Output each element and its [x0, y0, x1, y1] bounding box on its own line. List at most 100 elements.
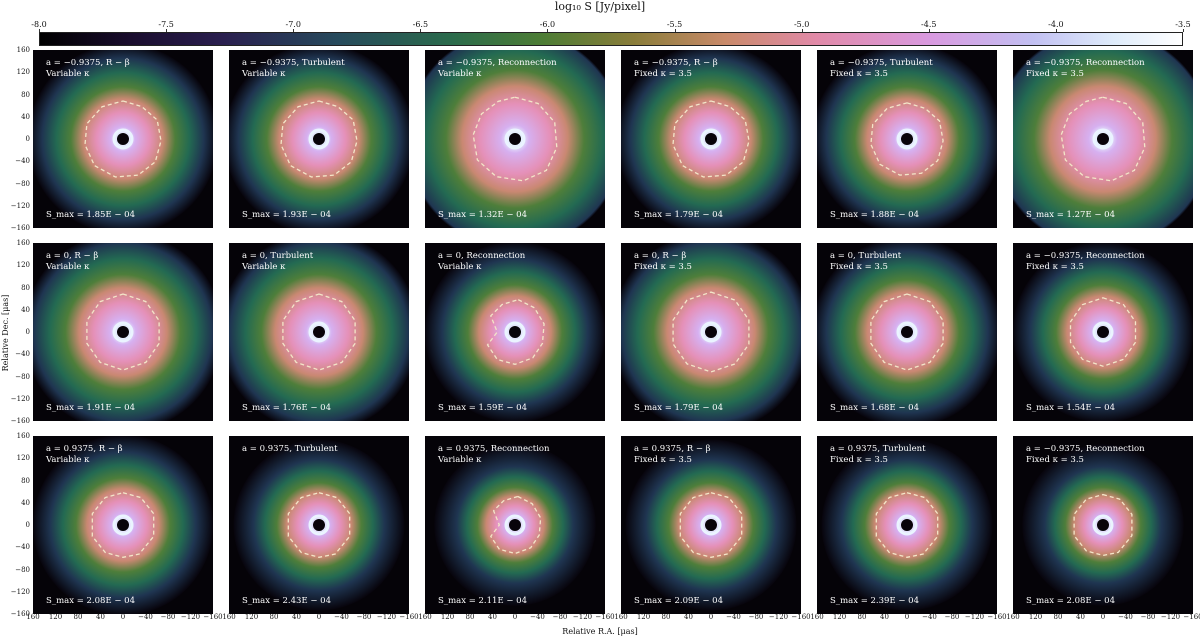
colorbar-tick-mark [674, 29, 676, 32]
dashed-contour [870, 102, 944, 176]
colorbar-ticks: -8.0 -7.5 -7.0 -6.5 -6.0 -5.5 -5.0 -4.5 -4.0 -3.5 [0, 14, 1200, 32]
x-tick-label: −120 [180, 613, 201, 621]
photon-ring [896, 128, 918, 150]
emission-image [621, 50, 801, 228]
panel-kappa-label: Fixed κ = 3.5 [830, 455, 888, 465]
black-hole-shadow [313, 326, 325, 338]
x-tick-label: −120 [964, 613, 985, 621]
emission-image [33, 50, 213, 228]
panel-kappa-label: Fixed κ = 3.5 [1026, 69, 1084, 79]
panel-kappa-label: Variable κ [438, 69, 482, 79]
image-panel: a = 0, Reconnection Variable κ S_max = 1.5… [425, 243, 605, 421]
x-tick-label: −80 [1140, 613, 1156, 621]
colorbar-tick-label: -7.5 [158, 20, 174, 29]
colorbar-tick-label: -8.0 [31, 20, 47, 29]
x-tick-label: −120 [768, 613, 789, 621]
x-tick-label: −40 [922, 613, 937, 621]
x-tick-label: 80 [1053, 613, 1063, 621]
image-panel: a = 0, R − β Fixed κ = 3.5 S_max = 1.79E −… [621, 243, 801, 421]
emission-image [1013, 50, 1193, 228]
panel-smax-label: S_max = 1.93E − 04 [242, 210, 331, 220]
black-hole-shadow [117, 133, 129, 145]
black-hole-shadow [705, 326, 717, 338]
x-tick-label: −40 [334, 613, 349, 621]
black-hole-shadow [1097, 133, 1109, 145]
dashed-contour [672, 291, 750, 373]
image-panel: a = −0.9375, Reconnection Variable κ S_max… [425, 50, 605, 228]
x-tick-label: −120 [376, 613, 397, 621]
x-tick-label: 0 [316, 613, 322, 621]
emission-image [1013, 243, 1193, 421]
image-panel: a = 0.9375, Reconnection Variable κ S_max … [425, 436, 605, 614]
colorbar-tick-mark [1055, 29, 1057, 32]
emission-image [425, 436, 605, 614]
emission-image [1013, 436, 1193, 614]
x-tick-label: 0 [1100, 613, 1106, 621]
panel-kappa-label: Fixed κ = 3.5 [830, 69, 888, 79]
y-tick-label: 40 [21, 305, 30, 314]
panel-kappa-label: Fixed κ = 3.5 [830, 262, 888, 272]
panel-kappa-label: Variable κ [438, 262, 482, 272]
black-hole-shadow [509, 133, 521, 145]
x-tick-label: −160 [203, 613, 223, 621]
photon-ring [112, 128, 134, 150]
y-tick-label: 40 [21, 112, 30, 121]
x-tick-label: 120 [244, 613, 259, 621]
image-panel: a = −0.9375, Reconnection Fixed κ = 3.5 S_… [1013, 436, 1193, 614]
y-tick-label: −80 [15, 372, 30, 381]
x-tick-label: −160 [399, 613, 419, 621]
y-tick-label: 0 [25, 135, 30, 143]
colorbar-tick-mark [293, 29, 295, 32]
panel-model-label: a = −0.9375, R − β [634, 58, 718, 68]
y-tick-label: −160 [10, 224, 30, 232]
x-tick-label: 40 [880, 613, 889, 621]
emission-image [229, 243, 409, 421]
x-tick-label: 80 [73, 613, 83, 621]
photon-ring [112, 321, 134, 343]
x-tick-label: −120 [1160, 613, 1181, 621]
x-tick-label: −120 [572, 613, 593, 621]
panel-smax-label: S_max = 1.79E − 04 [634, 403, 723, 413]
image-panel: a = 0.9375, R − β Variable κ S_max = 2.08E… [33, 436, 213, 614]
x-tick-label: 80 [465, 613, 475, 621]
x-tick-label: −40 [530, 613, 545, 621]
panel-model-label: a = −0.9375, Turbulent [242, 58, 345, 68]
black-hole-shadow [117, 326, 129, 338]
colorbar-tick-mark [166, 29, 168, 32]
x-tick-label: 0 [120, 613, 126, 621]
x-axis-label: Relative R.A. [μas] [562, 627, 638, 636]
x-tick-label: −80 [160, 613, 176, 621]
black-hole-shadow [901, 326, 913, 338]
dashed-contour [280, 100, 358, 178]
x-tick-label: −80 [356, 613, 372, 621]
x-tick-label: −40 [1118, 613, 1133, 621]
image-panel: a = −0.9375, R − β Variable κ S_max = 1.85… [33, 50, 213, 228]
y-tick-label: −160 [10, 417, 30, 425]
image-panel: a = 0.9375, Turbulent Fixed κ = 3.5 S_max … [817, 436, 997, 614]
panel-smax-label: S_max = 1.79E − 04 [634, 210, 723, 220]
y-tick-label: 120 [16, 68, 30, 77]
panel-smax-label: S_max = 2.39E − 04 [830, 596, 919, 606]
black-hole-shadow [1097, 519, 1109, 531]
photon-ring [700, 514, 722, 536]
colorbar-tick-label: -3.5 [1175, 20, 1191, 29]
panel-kappa-label: Variable κ [438, 455, 482, 465]
panel-smax-label: S_max = 1.85E − 04 [46, 210, 135, 220]
x-tick-label: −160 [595, 613, 615, 621]
panel-smax-label: S_max = 2.08E − 04 [1026, 596, 1115, 606]
x-tick-label: 120 [1028, 613, 1043, 621]
dashed-contour [1069, 297, 1137, 367]
image-panel: a = 0, Turbulent Fixed κ = 3.5 S_max = 1.6… [817, 243, 997, 421]
photon-ring [308, 321, 330, 343]
x-tick-label: 0 [904, 613, 910, 621]
panel-model-label: a = −0.9375, Reconnection [438, 58, 557, 68]
panel-model-label: a = 0.9375, R − β [634, 444, 711, 454]
emission-image [425, 50, 605, 228]
photon-ring [700, 321, 722, 343]
colorbar-tick-mark [801, 29, 803, 32]
panel-smax-label: S_max = 1.76E − 04 [242, 403, 331, 413]
photon-ring [504, 321, 526, 343]
panel-kappa-label: Fixed κ = 3.5 [1026, 262, 1084, 272]
x-tick-label: 160 [614, 613, 628, 621]
y-tick-label: 0 [25, 328, 30, 336]
